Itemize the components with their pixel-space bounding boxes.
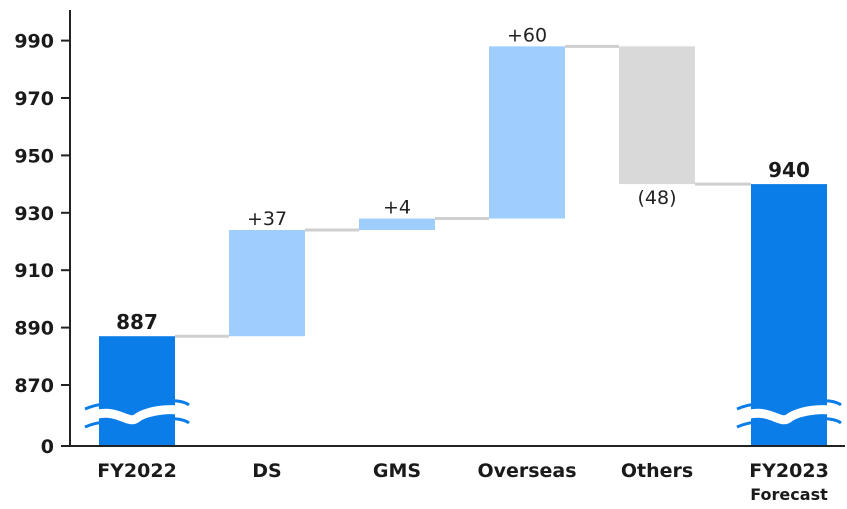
bar-others: [619, 46, 695, 185]
axis-break-wave: [84, 399, 190, 413]
y-tick-label: 890: [14, 318, 54, 340]
x-tick-label-others: Others: [621, 460, 693, 482]
y-tick-label: 990: [14, 31, 54, 53]
axis-break-marks: [83, 399, 844, 431]
data-label-gms: +4: [383, 197, 411, 219]
bar-ds: [229, 230, 305, 337]
bars: [99, 46, 827, 446]
x-tick-label-overseas: Overseas: [477, 460, 576, 482]
y-tick-labels: 0 870 890 910 930 950 970 990: [14, 31, 70, 458]
data-labels: 887 +37 +4 +60 (48) 940: [116, 24, 810, 334]
bar-gms: [359, 218, 435, 231]
axis-break-wave: [736, 399, 842, 413]
y-tick-label: 930: [14, 203, 54, 225]
x-tick-sublabel: Forecast: [750, 485, 828, 504]
x-tick-label-fy2022: FY2022: [97, 460, 177, 482]
x-tick-label-fy2023: FY2023: [749, 460, 829, 482]
x-tick-labels: FY2022 DS GMS Overseas Others FY2023 Forecast: [97, 460, 829, 504]
y-tick-label: 0: [41, 436, 54, 458]
bar-fy2022: [99, 336, 175, 446]
y-tick-label: 950: [14, 145, 54, 167]
axes: [69, 10, 845, 447]
data-label-overseas: +60: [507, 24, 547, 46]
y-tick-label: 870: [14, 375, 54, 397]
x-tick-label-ds: DS: [252, 460, 281, 482]
axis-break-mark: [735, 405, 844, 425]
connector-lines: [175, 44, 751, 338]
axis-break-mark: [83, 405, 192, 425]
axis-break-wave: [84, 417, 190, 431]
y-tick-label: 910: [14, 260, 54, 282]
axis-break-wave: [736, 417, 842, 431]
data-label-others: (48): [637, 187, 676, 209]
x-tick-label-gms: GMS: [373, 460, 421, 482]
data-label-ds: +37: [247, 208, 287, 230]
y-tick-label: 970: [14, 88, 54, 110]
bar-overseas: [489, 46, 565, 219]
data-label-fy2022: 887: [116, 310, 158, 334]
data-label-fy2023: 940: [768, 158, 810, 182]
